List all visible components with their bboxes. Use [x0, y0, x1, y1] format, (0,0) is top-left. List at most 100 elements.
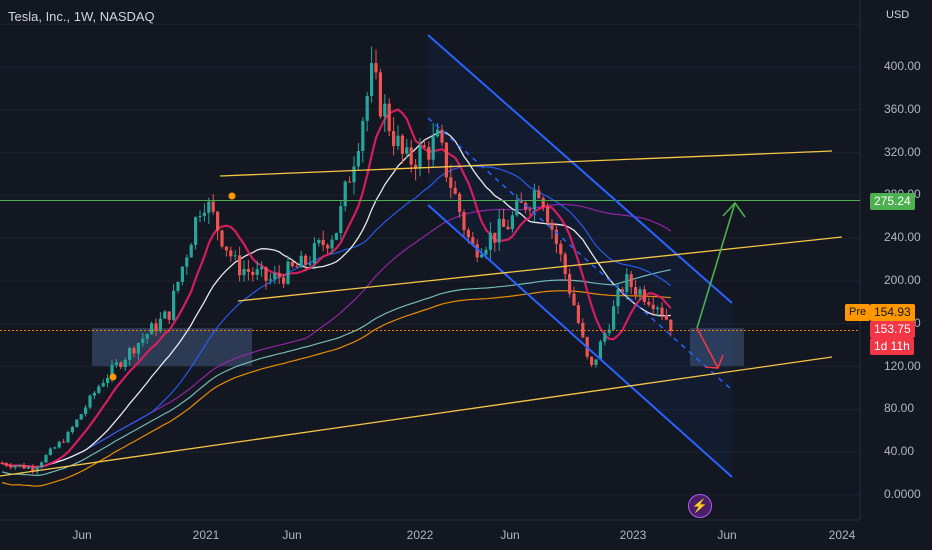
candle [510, 210, 514, 233]
candle [493, 232, 497, 252]
candle-body [57, 441, 61, 448]
candle [660, 302, 664, 320]
candle-body [519, 201, 523, 203]
candle [216, 210, 220, 241]
candle [326, 243, 330, 254]
candle-body [198, 216, 202, 218]
candle [141, 332, 145, 347]
candle [211, 194, 215, 215]
candle-body [656, 307, 660, 310]
candle [9, 463, 13, 470]
candle-body [238, 255, 242, 276]
candle-body [339, 206, 343, 233]
demand-zone-left [92, 328, 252, 366]
candle [625, 268, 629, 300]
candle [84, 405, 88, 417]
candle-body [647, 301, 651, 305]
candle-body [251, 271, 255, 275]
candle-body [185, 257, 189, 267]
candle [246, 259, 250, 281]
candle-body [150, 323, 154, 335]
candle-body [295, 266, 299, 268]
candle-body [53, 447, 57, 449]
candle-body [669, 319, 673, 332]
candle-body [484, 249, 488, 255]
candle [651, 296, 655, 315]
candle-body [396, 135, 400, 147]
y-tick-label: 120.00 [884, 358, 921, 373]
candle-body [414, 164, 418, 169]
candle-body [334, 232, 338, 240]
candle [612, 300, 616, 331]
candle-body [365, 96, 369, 121]
candle [264, 266, 268, 290]
candle [194, 216, 198, 250]
candle [554, 224, 558, 254]
candle-body [277, 273, 281, 278]
y-tick-label: 40.00 [884, 444, 915, 459]
candle-body [136, 343, 140, 354]
last-price-tag: 153.75 [870, 321, 915, 338]
candle [48, 447, 52, 456]
symbol-title: Tesla, Inc., 1W, NASDAQ [8, 9, 155, 24]
candle-body [480, 254, 484, 258]
candle [233, 250, 237, 261]
candle-body [603, 333, 607, 342]
bullish-arrow-head [722, 201, 746, 218]
candle [515, 194, 519, 217]
candle-body [268, 279, 272, 281]
candle [202, 203, 206, 222]
drawing-overlays [0, 34, 860, 478]
candle-body [110, 364, 114, 378]
candle [154, 318, 158, 337]
candle [546, 203, 550, 224]
candle-body [550, 222, 554, 230]
candle-body [79, 414, 83, 420]
candle-body [246, 269, 250, 272]
candle-body [554, 229, 558, 244]
candle [299, 250, 303, 268]
candle-body [106, 377, 110, 383]
candle [273, 266, 277, 284]
candle [405, 138, 409, 159]
candle-body [444, 142, 448, 178]
candle-body [348, 181, 352, 183]
candle-body [330, 239, 334, 249]
candle-body [172, 290, 176, 320]
candle [647, 297, 651, 307]
candle [396, 125, 400, 151]
candle-body [13, 465, 17, 468]
channel-mid-line [427, 117, 733, 391]
candlesticks [0, 46, 673, 475]
candle-body [233, 255, 237, 257]
upper-trend-line [219, 150, 833, 177]
highlight-zones [92, 35, 744, 477]
candle [66, 430, 70, 444]
candle [18, 464, 22, 468]
currency-label: USD [886, 9, 910, 21]
candle-body [651, 304, 655, 310]
candle [44, 454, 48, 463]
candle [238, 246, 242, 282]
candle-body [35, 467, 39, 472]
candle [594, 359, 598, 368]
candle [119, 360, 123, 370]
candle [70, 425, 74, 435]
candle-body [576, 305, 580, 323]
candle-body [40, 462, 44, 468]
lightning-icon[interactable]: ⚡ [688, 494, 712, 518]
candle [255, 260, 259, 280]
candle [475, 239, 479, 263]
candle-body [607, 329, 611, 334]
candle-body [594, 359, 598, 365]
candle-body [304, 255, 308, 265]
ma-140-line [1, 269, 671, 477]
candle [598, 339, 602, 360]
candle [167, 311, 171, 324]
candle-body [216, 211, 220, 231]
candle-body [400, 135, 404, 154]
candle [260, 261, 264, 277]
candle-body [180, 266, 184, 282]
